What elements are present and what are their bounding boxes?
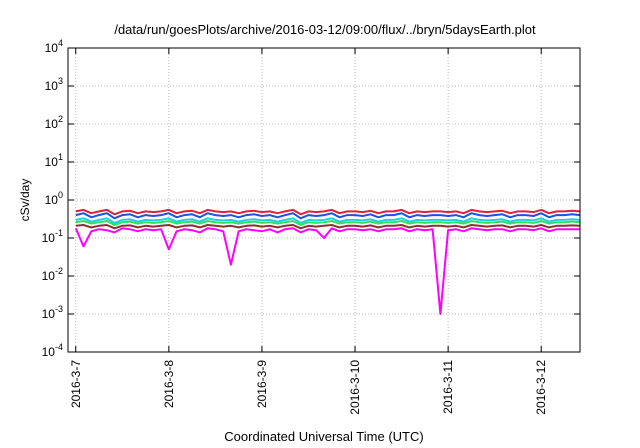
y-tick-label: 10-3 — [42, 304, 63, 321]
y-tick-label: 10-2 — [42, 266, 63, 283]
grid-lines — [68, 48, 580, 352]
series-line-2 — [75, 212, 581, 220]
series-line-4 — [75, 220, 581, 226]
y-tick-label: 10-4 — [42, 342, 63, 359]
y-tick-label: 100 — [45, 190, 63, 207]
series-line-3 — [75, 217, 581, 224]
chart-title: /data/run/goesPlots/archive/2016-03-12/0… — [114, 22, 536, 37]
x-tick-label: 2016-3-11 — [441, 360, 455, 414]
series-line-5 — [75, 224, 581, 230]
x-tick-label: 2016-3-9 — [255, 360, 269, 408]
y-tick-label: 10-1 — [42, 228, 63, 245]
x-tick-label: 2016-3-12 — [534, 360, 548, 415]
y-tick-label: 102 — [45, 114, 63, 131]
y-tick-label: 103 — [45, 76, 63, 93]
y-axis: 10-4 10-3 10-2 10-1 100 101 102 103 104 — [42, 38, 580, 359]
x-axis-label: Coordinated Universal Time (UTC) — [224, 429, 423, 444]
x-tick-label: 2016-3-7 — [69, 360, 83, 408]
x-tick-label: 2016-3-10 — [348, 360, 362, 415]
y-axis-label: cSv/day — [18, 179, 32, 222]
series-lines — [74, 208, 581, 315]
series-line-6 — [74, 227, 580, 315]
x-axis: 2016-3-7 2016-3-8 2016-3-9 2016-3-10 2016-3-… — [69, 48, 548, 415]
y-tick-label: 104 — [45, 38, 63, 55]
x-tick-label: 2016-3-8 — [162, 360, 176, 408]
series-line-1 — [75, 208, 581, 216]
y-tick-label: 101 — [45, 152, 63, 169]
